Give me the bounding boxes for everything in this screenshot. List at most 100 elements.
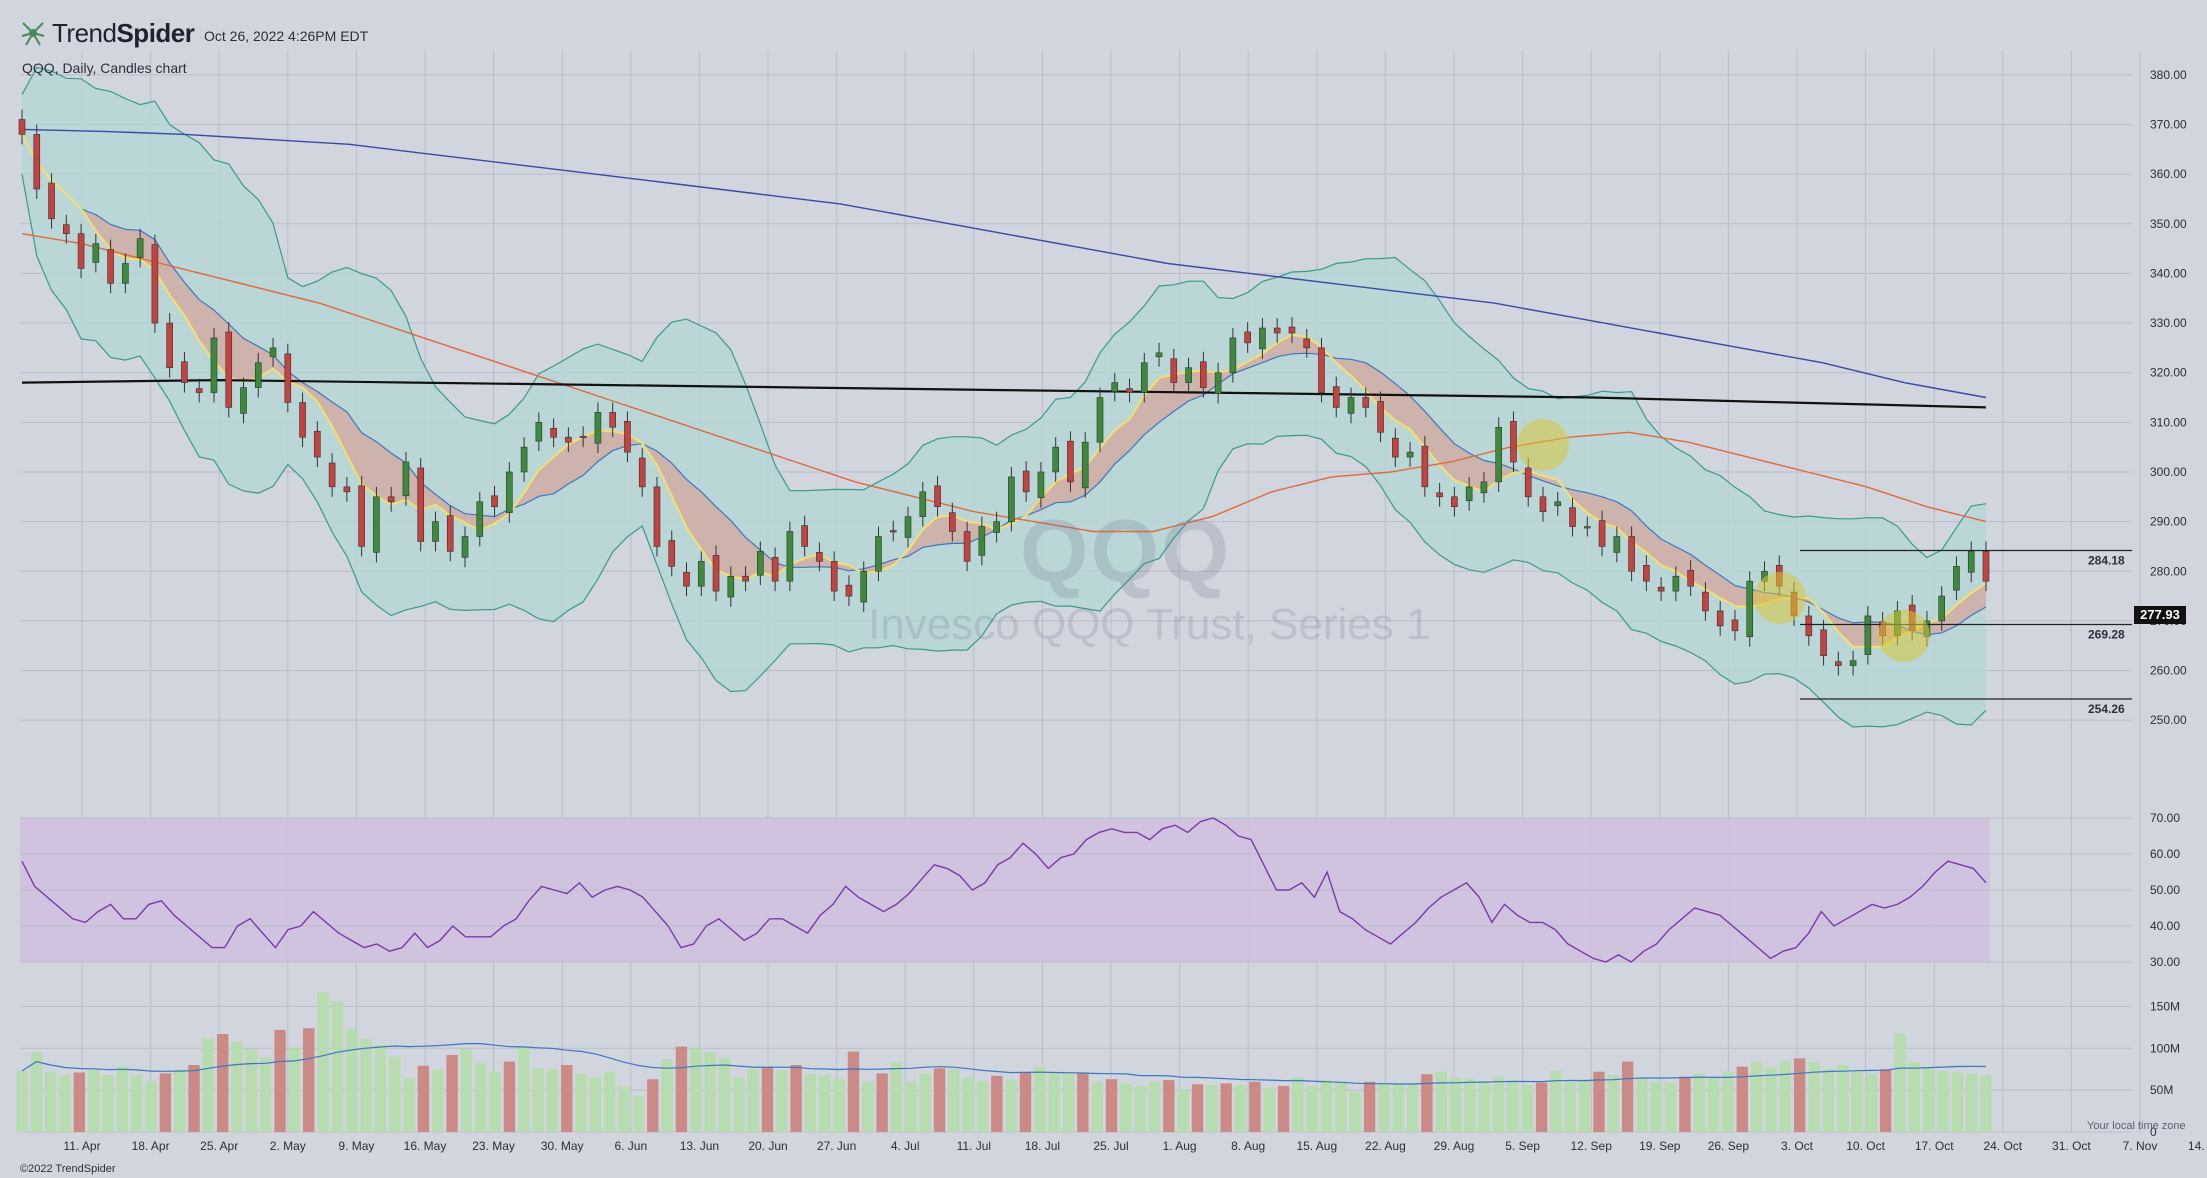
candle-body <box>1052 446 1059 473</box>
candle-body <box>1849 660 1857 666</box>
candle-body <box>860 570 868 603</box>
candle-body <box>653 486 661 547</box>
volume-bar <box>890 1062 903 1132</box>
volume-bar <box>460 1049 473 1132</box>
candle-body <box>1672 575 1680 592</box>
volume-bar <box>1134 1085 1146 1132</box>
volume-bar <box>661 1059 673 1132</box>
candle-body <box>889 530 897 533</box>
candle-body <box>446 515 454 552</box>
x-tick-label: 18. Jul <box>1025 1139 1060 1153</box>
volume-bar <box>1378 1082 1390 1132</box>
candle-body <box>1067 440 1074 483</box>
volume-bar <box>518 1046 530 1132</box>
volume-bar <box>260 1057 272 1132</box>
volume-bar <box>647 1079 659 1132</box>
candle-body <box>683 571 690 587</box>
bollinger-lower-line <box>21 173 1987 728</box>
x-tick-label: 27. Jun <box>817 1139 856 1153</box>
volume-bar <box>1564 1081 1576 1132</box>
x-tick-label: 20. Jun <box>748 1139 787 1153</box>
candle-body <box>1480 481 1488 494</box>
candle-body <box>712 555 720 592</box>
candle-body <box>934 485 941 508</box>
volume-bar <box>231 1041 243 1132</box>
volume-bar <box>690 1048 702 1132</box>
volume-bar <box>217 1034 229 1132</box>
volume-bar <box>44 1071 57 1132</box>
candle-body <box>1524 467 1532 498</box>
x-tick-label: 5. Sep <box>1505 1139 1540 1153</box>
volume-bar <box>288 1048 301 1132</box>
volume-bar <box>1937 1070 1949 1132</box>
volume-bar <box>59 1075 71 1132</box>
candle-body <box>550 427 557 438</box>
x-tick-label: 12. Sep <box>1571 1139 1613 1153</box>
volume-bar <box>1879 1069 1892 1132</box>
x-tick-label: 29. Aug <box>1434 1139 1475 1153</box>
x-tick-label: 2. May <box>270 1139 306 1153</box>
price-tick-label: 260.00 <box>2150 664 2187 678</box>
volume-tick-label: 0 <box>2150 1125 2157 1139</box>
x-tick-label: 31. Oct <box>2052 1139 2091 1153</box>
candle-body <box>1687 569 1694 587</box>
bollinger-upper-line <box>21 66 1987 559</box>
candle-body <box>1643 564 1650 582</box>
volume-bar <box>30 1052 43 1132</box>
candle-body <box>1864 615 1872 655</box>
x-tick-label: 15. Aug <box>1296 1139 1337 1153</box>
volume-bar <box>1593 1071 1605 1132</box>
x-tick-label: 16. May <box>404 1139 447 1153</box>
highlight-circle <box>1878 610 1930 662</box>
volume-bar <box>575 1073 587 1132</box>
watermark-symbol: QQQ <box>1020 501 1232 600</box>
candle-body <box>1273 327 1281 334</box>
price-tick-label: 360.00 <box>2150 167 2187 181</box>
candle-body <box>963 531 971 562</box>
x-tick-label: 3. Oct <box>1781 1139 1814 1153</box>
volume-bar <box>1980 1075 1992 1132</box>
volume-bar <box>1005 1080 1017 1132</box>
candle-body <box>107 249 114 284</box>
candle-body <box>210 337 218 393</box>
volume-bar <box>733 1077 745 1132</box>
candle-body <box>1008 476 1015 522</box>
candle-body <box>1392 437 1399 458</box>
volume-bar <box>819 1075 831 1132</box>
volume-bar <box>933 1068 946 1132</box>
x-tick-label: 17. Oct <box>1915 1139 1954 1153</box>
volume-bar <box>532 1068 544 1132</box>
candle-body <box>1598 520 1606 547</box>
candle-body <box>1805 615 1813 637</box>
volume-bar <box>1492 1076 1505 1132</box>
candle-body <box>1244 331 1251 344</box>
timezone-note: Your local time zone <box>2087 1120 2186 1132</box>
candle-body <box>1377 401 1384 433</box>
volume-bar <box>1220 1083 1232 1132</box>
volume-bar <box>1607 1075 1619 1132</box>
level-label: 269.28 <box>2088 627 2125 641</box>
candle-body <box>816 552 823 562</box>
candle-body <box>506 471 513 513</box>
candle-body <box>624 421 631 453</box>
rsi-tick-label: 60.00 <box>2150 847 2180 861</box>
candle-body <box>993 521 1000 533</box>
volume-bar <box>374 1044 387 1132</box>
x-tick-label: 11. Jul <box>957 1139 991 1153</box>
volume-bar <box>1062 1073 1075 1132</box>
candle-body <box>314 430 321 458</box>
candle-body <box>1569 507 1576 527</box>
volume-bar <box>1306 1085 1318 1132</box>
volume-bar <box>1464 1079 1476 1132</box>
volume-tick-label: 50M <box>2150 1083 2173 1097</box>
price-tick-label: 380.00 <box>2150 68 2187 82</box>
volume-bar <box>116 1066 129 1132</box>
volume-bar <box>1664 1082 1677 1132</box>
volume-bar <box>1120 1083 1132 1132</box>
volume-bar <box>1019 1072 1032 1132</box>
volume-bar <box>1793 1058 1806 1132</box>
chart-title: QQQ, Daily, Candles chart <box>22 60 187 76</box>
volume-bar <box>1163 1080 1175 1132</box>
x-tick-label: 4. Jul <box>891 1139 920 1153</box>
